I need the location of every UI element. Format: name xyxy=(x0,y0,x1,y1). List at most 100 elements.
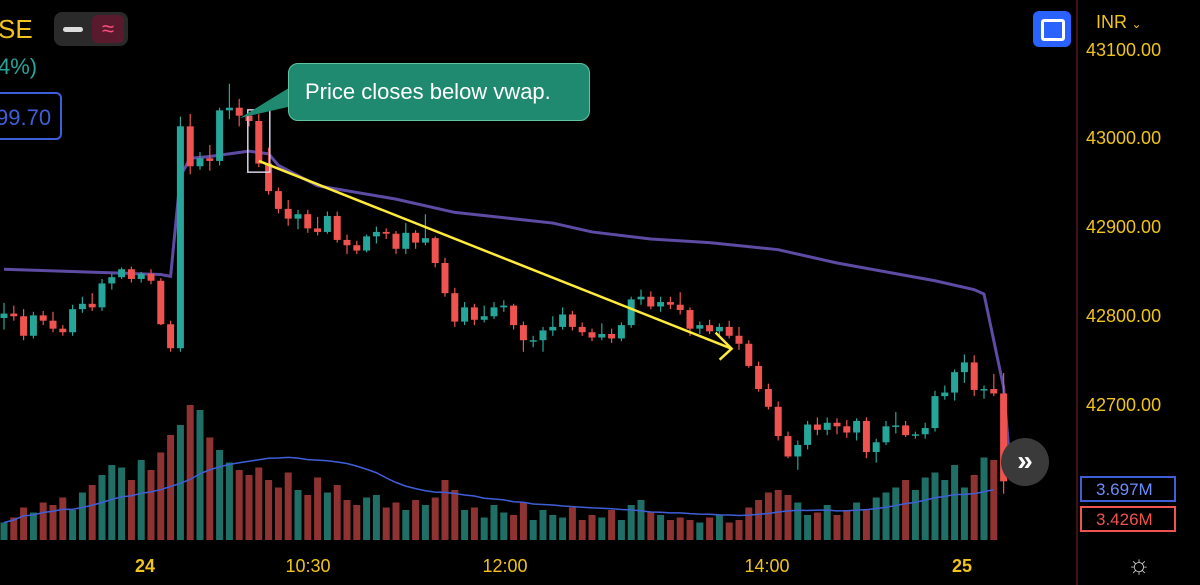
volume-bar xyxy=(882,492,890,540)
y-tick-label: 42800.00 xyxy=(1086,306,1162,326)
candle-body xyxy=(98,283,106,308)
volume-bar xyxy=(804,515,812,540)
candle-body xyxy=(774,406,782,437)
volume-bar xyxy=(843,510,851,540)
price-box[interactable]: 99.70 xyxy=(0,92,62,140)
volume-bar xyxy=(108,465,116,540)
candle-body xyxy=(167,324,175,349)
volume-bar xyxy=(774,490,782,540)
volume-bar xyxy=(402,510,410,540)
volume-bar xyxy=(902,480,910,540)
candle-body xyxy=(578,326,586,333)
candle-body xyxy=(980,389,988,391)
volume-label: 3.426M xyxy=(1080,506,1176,532)
candle-body xyxy=(265,163,273,192)
volume-bar xyxy=(696,522,704,540)
volume-bar xyxy=(392,502,400,540)
candle-body xyxy=(20,316,28,336)
candle-body xyxy=(431,238,439,263)
trend-arrow-line xyxy=(258,159,733,350)
candle-body xyxy=(216,110,224,161)
callout-pointer xyxy=(240,86,292,118)
candle-body xyxy=(127,269,135,279)
candle-body xyxy=(451,293,459,322)
volume-bar xyxy=(186,405,194,540)
candle-body xyxy=(902,425,910,436)
volume-bar xyxy=(559,517,567,540)
volume-bar xyxy=(715,515,723,540)
candle-body xyxy=(176,126,184,349)
candle-body xyxy=(764,389,772,407)
volume-bar xyxy=(784,495,792,540)
candle-body xyxy=(196,158,204,167)
double-chevron-right-icon[interactable]: » xyxy=(1001,438,1049,486)
candle-body xyxy=(745,343,753,366)
volume-bar xyxy=(39,502,47,540)
candle-body xyxy=(323,215,331,232)
wave-icon[interactable]: ≈ xyxy=(92,15,124,43)
candle-body xyxy=(372,231,380,237)
candle-body xyxy=(461,307,469,322)
candle-body xyxy=(225,107,233,111)
volume-bar xyxy=(853,502,861,540)
candle-body xyxy=(715,326,723,332)
candle-body xyxy=(10,313,18,317)
candle-body xyxy=(637,296,645,300)
volume-bar xyxy=(461,510,469,540)
volume-ma-label: 3.697M xyxy=(1080,476,1176,502)
candle-body xyxy=(118,269,126,278)
volume-bar xyxy=(568,507,576,540)
candle-body xyxy=(666,302,674,305)
volume-bar xyxy=(137,460,145,540)
volume-bar xyxy=(539,510,547,540)
symbol-label: SE xyxy=(0,14,33,44)
volume-bar xyxy=(29,512,37,540)
volume-bar xyxy=(637,500,645,540)
candle-body xyxy=(568,314,576,327)
volume-bar xyxy=(431,497,439,540)
candle-body xyxy=(617,325,625,339)
volume-bar xyxy=(833,515,841,540)
trend-arrow-head xyxy=(714,331,734,361)
currency-selector[interactable]: INR ⌄ xyxy=(1096,12,1142,33)
candle-body xyxy=(186,126,194,167)
volume-bar xyxy=(735,520,743,540)
candle-body xyxy=(784,436,792,457)
candle-body xyxy=(686,310,694,329)
candle-body xyxy=(510,305,518,326)
volume-bar xyxy=(970,475,978,540)
candle-body xyxy=(657,302,665,307)
candle-body xyxy=(706,325,714,332)
fullscreen-icon[interactable] xyxy=(1033,11,1071,47)
candle-body xyxy=(245,115,253,121)
volume-bar xyxy=(627,505,635,540)
candle-body xyxy=(872,442,880,453)
volume-bar xyxy=(412,500,420,540)
volume-bar xyxy=(98,475,106,540)
volume-bar xyxy=(794,502,802,540)
minus-icon[interactable] xyxy=(58,16,88,42)
volume-bar xyxy=(284,472,292,540)
candle-body xyxy=(49,320,57,329)
gear-icon[interactable]: ☼ xyxy=(1127,549,1151,579)
candle-body xyxy=(353,245,361,251)
volume-bar xyxy=(470,507,478,540)
candle-body xyxy=(69,309,77,333)
volume-bar xyxy=(353,505,361,540)
candle-body xyxy=(363,236,371,251)
volume-bar xyxy=(676,517,684,540)
volume-bar xyxy=(20,507,28,540)
volume-bar xyxy=(49,505,57,540)
candle-body xyxy=(882,426,890,443)
volume-bar xyxy=(304,495,312,540)
volume-bar xyxy=(323,492,331,540)
volume-bar xyxy=(69,510,77,540)
candle-body xyxy=(314,228,322,232)
candle-body xyxy=(960,362,968,373)
volume-bar xyxy=(519,502,527,540)
candle-body xyxy=(500,305,508,308)
volume-bar xyxy=(529,520,537,540)
candle-body xyxy=(480,316,488,320)
candle-body xyxy=(421,238,429,243)
